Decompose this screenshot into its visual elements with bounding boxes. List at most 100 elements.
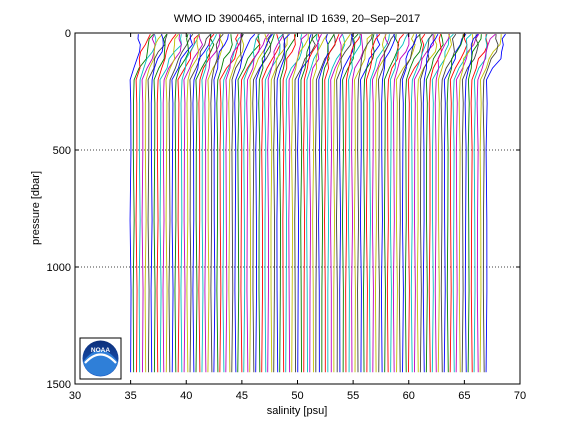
profile-line — [141, 33, 156, 373]
profile-line — [231, 33, 244, 373]
profile-line — [413, 34, 434, 373]
profile-line — [353, 33, 373, 373]
profile-line — [336, 34, 353, 373]
profile-line — [419, 33, 433, 373]
profile-line — [330, 33, 343, 373]
profile-line — [153, 33, 168, 373]
profile-line — [309, 33, 322, 373]
profile-line — [425, 34, 444, 373]
profile-line — [279, 34, 297, 373]
profile-line — [267, 33, 284, 373]
profile-line — [312, 33, 328, 373]
profile-line — [339, 34, 354, 373]
profile-line — [234, 33, 256, 373]
profile-line — [470, 34, 489, 373]
profile-line — [198, 33, 215, 373]
profile-line — [294, 34, 316, 373]
profile-line — [359, 34, 381, 373]
profile-line — [321, 33, 335, 373]
x-tick-label: 50 — [291, 390, 303, 402]
profile-line — [369, 34, 390, 373]
profile-line — [210, 33, 224, 373]
profile-line — [392, 34, 410, 373]
profile-line — [222, 33, 244, 373]
profile-line — [306, 34, 320, 373]
profile-line — [171, 34, 194, 373]
profile-line — [473, 34, 488, 373]
x-tick-label: 60 — [403, 390, 415, 402]
y-tick-label: 0 — [65, 28, 71, 40]
profile-line — [240, 33, 261, 373]
profile-line — [207, 34, 224, 373]
profile-line — [273, 34, 286, 373]
profile-line — [437, 34, 453, 373]
profile-line — [213, 34, 229, 373]
profile-line — [156, 33, 177, 373]
profile-line — [401, 34, 417, 373]
profile-line — [422, 33, 439, 373]
profile-line — [377, 33, 396, 373]
y-tick-label: 1500 — [47, 379, 71, 391]
profile-line — [225, 34, 242, 373]
profile-line — [327, 34, 346, 373]
profile-line — [135, 33, 151, 373]
x-tick-label: 30 — [69, 390, 81, 402]
y-axis-label: pressure [dbar] — [30, 171, 42, 245]
profile-line — [333, 33, 351, 373]
noaa-logo: NOAA — [79, 337, 122, 380]
profile-line — [455, 33, 480, 373]
profile-line — [410, 33, 434, 373]
profile-line — [365, 33, 381, 373]
profile-line — [318, 34, 329, 373]
profile-line — [174, 34, 190, 373]
profile-line — [476, 33, 496, 373]
profile-line — [246, 33, 269, 373]
x-tick-label: 65 — [458, 390, 470, 402]
profile-line — [467, 34, 482, 373]
profile-line — [162, 34, 182, 373]
profile-line — [270, 34, 289, 373]
profile-line — [195, 34, 215, 373]
profile-line — [386, 33, 404, 373]
profile-line — [228, 34, 245, 373]
profile-line — [300, 33, 318, 373]
profile-line — [479, 34, 502, 373]
profile-line — [431, 33, 454, 373]
profile-line — [458, 34, 474, 373]
chart-title: WMO ID 3900465, internal ID 1639, 20–Sep… — [174, 13, 420, 25]
profile-line — [428, 34, 442, 373]
profile-line — [389, 33, 408, 373]
x-axis: 30 35 40 45 50 55 60 65 70 — [69, 33, 526, 402]
profile-line — [357, 34, 373, 373]
profile-line — [416, 34, 438, 373]
profile-line — [180, 34, 200, 373]
y-tick-label: 500 — [53, 145, 71, 157]
profile-line — [165, 33, 179, 373]
profile-line — [258, 34, 275, 373]
profile-line — [129, 34, 141, 373]
profile-line — [443, 33, 467, 373]
profile-line — [204, 34, 221, 373]
profile-line — [398, 33, 421, 373]
profile-line — [159, 34, 183, 373]
profile-line — [264, 33, 284, 373]
profile-line — [452, 33, 472, 373]
profile-line — [485, 33, 506, 373]
profile-line — [351, 34, 364, 373]
profile-line — [297, 33, 312, 373]
profile-line — [482, 34, 499, 373]
y-tick-label: 1000 — [47, 262, 71, 274]
profile-line — [407, 33, 426, 373]
profile-line — [464, 33, 479, 373]
profile-line — [285, 34, 304, 373]
profile-line — [371, 34, 389, 373]
profile-line — [404, 34, 422, 373]
profile-line — [183, 34, 203, 373]
profile-line — [363, 34, 375, 373]
profile-line — [288, 33, 308, 373]
profile-line — [189, 33, 211, 373]
profile-line — [291, 34, 309, 373]
profile-line — [243, 33, 260, 373]
